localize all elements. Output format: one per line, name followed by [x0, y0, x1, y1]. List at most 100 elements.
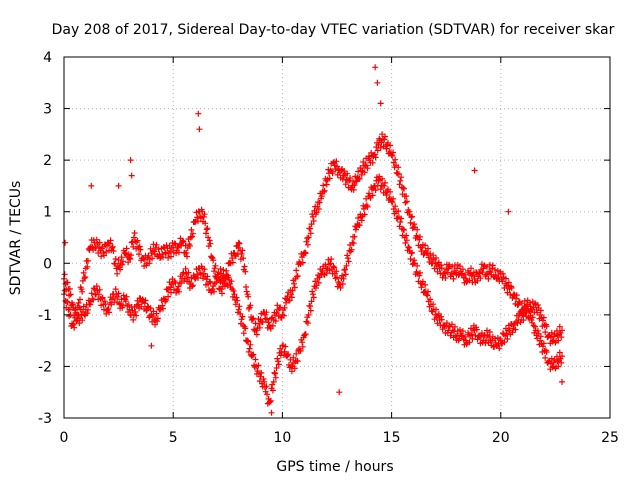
data-point-upper-track	[433, 255, 439, 261]
data-point-lower-track	[425, 288, 431, 295]
data-point-upper-track	[109, 244, 115, 251]
data-point-upper-track	[203, 226, 210, 233]
data-point-upper-track	[125, 259, 132, 266]
data-point-upper-track	[513, 295, 520, 302]
data-point-upper-track	[395, 171, 402, 177]
data-point-upper-track	[197, 215, 204, 222]
data-point-upper-track	[400, 185, 407, 191]
data-point-lower-track	[271, 369, 278, 376]
data-point-upper-track	[485, 275, 492, 282]
data-point-lower-track	[244, 337, 251, 344]
data-point-upper-track	[487, 269, 494, 276]
data-point-upper-track	[534, 302, 541, 308]
data-point-spikes	[196, 126, 203, 133]
data-point-upper-track	[372, 154, 379, 161]
data-point-upper-track	[396, 181, 403, 188]
data-point-lower-track	[76, 320, 83, 327]
data-point-lower-track	[389, 199, 396, 206]
data-point-upper-track	[347, 175, 354, 181]
data-point-lower-track	[549, 364, 556, 371]
data-point-lower-track	[297, 347, 304, 354]
data-point-upper-track	[477, 275, 484, 282]
data-point-upper-track	[289, 287, 296, 294]
data-point-lower-track	[382, 179, 388, 186]
data-point-upper-track	[212, 262, 219, 269]
data-point-upper-track	[188, 226, 195, 233]
data-point-upper-track	[250, 315, 257, 322]
data-point-lower-track	[152, 321, 158, 328]
data-point-upper-track	[513, 292, 520, 299]
data-point-lower-track	[540, 343, 546, 350]
data-point-upper-track	[371, 151, 378, 158]
data-point-upper-track	[107, 237, 114, 244]
data-point-upper-track	[425, 245, 431, 252]
data-point-lower-track	[258, 369, 265, 376]
data-point-lower-track	[473, 326, 480, 333]
data-point-lower-track	[344, 255, 351, 262]
data-point-lower-track	[263, 383, 270, 390]
data-point-lower-track	[228, 278, 235, 285]
data-point-upper-track	[339, 176, 346, 183]
data-point-upper-track	[229, 259, 236, 266]
data-point-lower-track	[366, 190, 372, 197]
data-point-upper-track	[549, 338, 556, 345]
data-point-upper-track	[387, 142, 394, 149]
data-point-upper-track	[84, 263, 91, 270]
data-point-lower-track	[160, 305, 166, 312]
data-point-spikes	[195, 110, 202, 117]
data-point-upper-track	[168, 253, 174, 260]
data-point-lower-track	[403, 232, 410, 239]
data-point-upper-track	[383, 145, 390, 152]
data-point-lower-track	[220, 267, 227, 273]
data-point-upper-track	[543, 323, 550, 330]
data-point-lower-track	[233, 294, 240, 301]
data-point-upper-track	[207, 240, 214, 247]
data-point-upper-track	[146, 260, 153, 267]
data-point-upper-track	[128, 252, 134, 259]
data-point-lower-track	[61, 271, 68, 278]
data-point-upper-track	[299, 259, 306, 266]
data-point-upper-track	[294, 273, 301, 279]
data-point-lower-track	[236, 303, 243, 310]
data-point-lower-track	[348, 246, 355, 253]
data-point-upper-track	[505, 282, 512, 289]
x-tick-label: 20	[492, 430, 510, 446]
data-point-lower-track	[509, 329, 516, 336]
x-tick-label: 5	[169, 430, 178, 446]
data-point-lower-track	[147, 305, 154, 312]
data-point-upper-track	[238, 251, 245, 257]
data-point-upper-track	[438, 262, 445, 269]
data-point-upper-track	[459, 266, 466, 273]
data-point-lower-track	[255, 362, 262, 369]
data-point-lower-track	[334, 274, 340, 281]
data-point-lower-track	[120, 292, 127, 299]
data-point-upper-track	[555, 337, 562, 344]
data-point-lower-track	[211, 288, 217, 295]
data-point-lower-track	[309, 288, 316, 295]
data-point-lower-track	[176, 288, 182, 295]
data-point-upper-track	[336, 170, 343, 176]
data-point-upper-track	[64, 299, 71, 306]
data-point-lower-track	[168, 289, 174, 296]
data-point-upper-track	[89, 244, 96, 251]
data-point-upper-track	[308, 221, 315, 228]
data-point-lower-track	[403, 237, 410, 244]
data-point-spikes	[127, 157, 134, 164]
data-point-lower-track	[361, 211, 368, 218]
data-point-lower-track	[528, 317, 535, 323]
plot-frame	[63, 56, 611, 419]
data-point-lower-track	[422, 281, 429, 288]
data-point-upper-track	[98, 253, 105, 260]
data-point-lower-track	[350, 240, 357, 247]
chart-title: Day 208 of 2017, Sidereal Day-to-day VTE…	[52, 22, 615, 38]
data-point-upper-track	[276, 305, 283, 312]
data-point-upper-track	[315, 206, 322, 212]
data-point-upper-track	[558, 334, 565, 341]
data-point-lower-track	[299, 339, 306, 346]
data-point-upper-track	[204, 225, 211, 232]
data-point-upper-track	[403, 198, 410, 205]
data-point-upper-track	[130, 234, 137, 241]
data-point-lower-track	[304, 320, 311, 326]
data-point-lower-track	[323, 270, 330, 277]
data-point-upper-track	[131, 230, 138, 236]
